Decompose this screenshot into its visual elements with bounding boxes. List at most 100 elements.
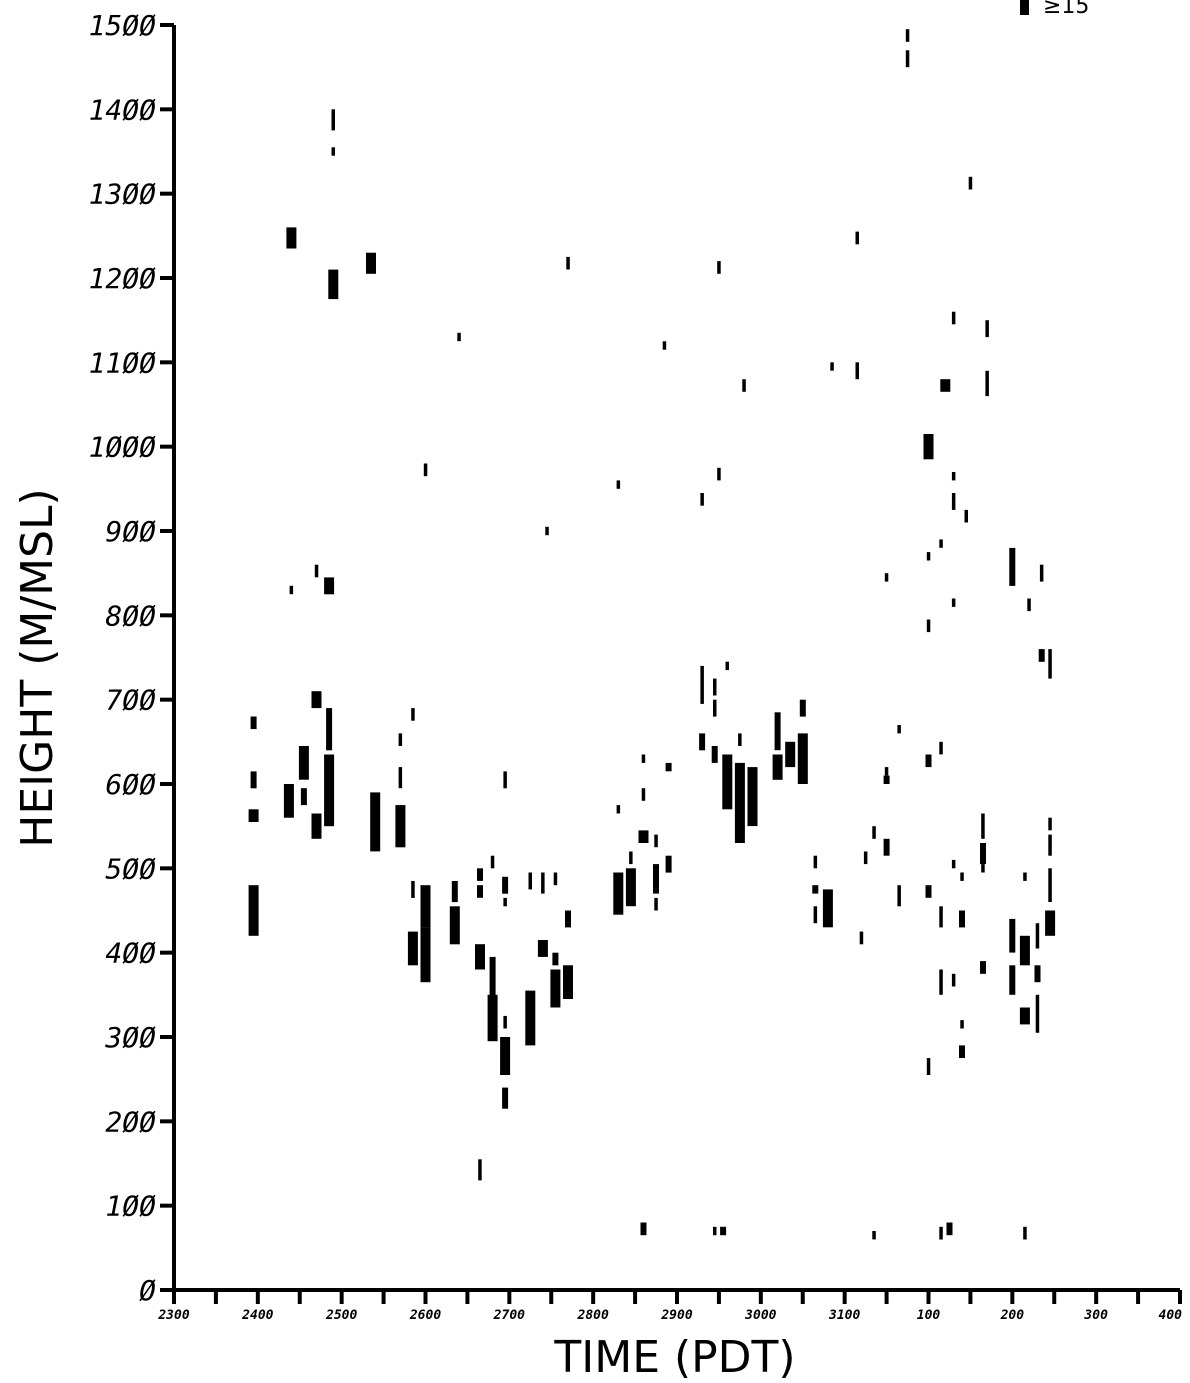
data-segment	[420, 885, 431, 928]
y-tick-label: Ø	[139, 1274, 156, 1307]
y-tick-label: 14ØØ	[89, 93, 157, 126]
data-segment	[939, 539, 943, 548]
data-segment	[1038, 649, 1045, 662]
data-segment	[1048, 868, 1052, 902]
data-segment	[700, 493, 704, 506]
data-segment	[1035, 923, 1040, 949]
data-segment	[855, 231, 859, 245]
x-tick-label: 2500	[325, 1308, 357, 1323]
data-segment	[640, 1222, 647, 1236]
data-segment	[884, 573, 889, 582]
axes	[160, 23, 1182, 1304]
data-segment	[398, 733, 403, 746]
data-segment	[638, 830, 649, 843]
y-tick-label: 12ØØ	[89, 262, 157, 295]
data-segment	[960, 872, 964, 881]
y-tick-label: 4ØØ	[105, 937, 156, 970]
data-segment	[490, 855, 495, 869]
data-segment	[897, 885, 901, 907]
data-segment	[951, 311, 956, 325]
data-segment	[713, 678, 717, 696]
y-tick-label: 6ØØ	[105, 768, 156, 801]
data-segment	[1048, 834, 1052, 856]
data-segment	[298, 746, 309, 780]
data-segment	[959, 1045, 965, 1058]
data-segment	[326, 708, 333, 751]
data-segment	[720, 1226, 727, 1236]
y-axis-title: HEIGHT (M/MSL)	[12, 488, 63, 847]
x-tick-label: 3100	[828, 1308, 860, 1323]
y-tick-label: 1ØØØ	[89, 431, 157, 464]
data-segment	[525, 990, 536, 1046]
data-segment	[370, 792, 381, 852]
data-segment	[985, 320, 989, 338]
data-segment	[951, 493, 956, 510]
y-tick-label: 11ØØ	[89, 346, 157, 379]
data-segment	[665, 762, 672, 772]
data-segment	[926, 552, 931, 561]
data-segment	[324, 577, 335, 595]
data-segment	[553, 872, 558, 886]
data-segment	[717, 467, 721, 481]
data-segment	[449, 906, 460, 945]
data-segment	[925, 885, 932, 898]
y-tick-label: 15ØØ	[89, 9, 157, 42]
data-segment	[939, 969, 943, 995]
y-tick-label: 5ØØ	[105, 852, 156, 885]
data-segment	[799, 699, 806, 717]
data-segment	[641, 754, 646, 763]
data-segment	[451, 881, 458, 903]
x-tick-label: 2400	[241, 1308, 273, 1323]
data-segment	[863, 851, 868, 865]
data-segment	[946, 1222, 953, 1236]
data-segment	[960, 1020, 964, 1029]
x-tick-label: 2700	[493, 1308, 525, 1323]
data-segment	[331, 147, 335, 156]
data-segment	[859, 931, 864, 945]
data-segment	[423, 463, 428, 477]
data-segment	[985, 370, 989, 397]
data-segment	[980, 961, 986, 974]
data-segment	[366, 252, 376, 274]
data-segment	[1009, 965, 1016, 995]
legend: ≥15	[1020, 0, 1089, 19]
data-segment	[625, 868, 636, 907]
data-segment	[939, 1226, 943, 1240]
data-segment	[311, 813, 322, 839]
data-segment	[747, 767, 758, 827]
data-segment	[565, 910, 571, 928]
data-segment	[883, 775, 890, 784]
data-segment	[951, 973, 956, 987]
data-segment	[905, 50, 910, 68]
data-segment	[981, 864, 985, 873]
data-segment	[959, 910, 965, 928]
data-segment	[1039, 564, 1044, 582]
data-segment	[713, 1226, 717, 1236]
data-segment	[477, 868, 483, 881]
data-segment	[785, 741, 796, 768]
y-tick-label: 9ØØ	[105, 515, 156, 548]
x-tick-label: 400	[1159, 1308, 1183, 1323]
data-segment	[883, 838, 890, 856]
data-segment	[722, 754, 733, 810]
data-segment	[855, 362, 859, 380]
data-segment	[981, 813, 985, 839]
data-segment	[1027, 598, 1031, 612]
data-segment	[500, 1037, 511, 1075]
data-segment	[537, 940, 548, 957]
x-tick-label: 200	[1000, 1308, 1025, 1323]
data-segment	[797, 733, 808, 784]
data-segment	[813, 906, 818, 924]
data-segment	[487, 994, 498, 1042]
x-tick-label: 2900	[660, 1308, 692, 1323]
data-segment	[411, 881, 415, 898]
data-segment	[1035, 994, 1040, 1033]
data-segment	[1019, 935, 1030, 966]
data-segment	[951, 859, 956, 869]
data-segment	[475, 944, 485, 970]
data-segment	[734, 762, 745, 843]
data-segment	[286, 227, 297, 249]
data-segment	[830, 362, 834, 371]
data-segment	[939, 741, 943, 755]
